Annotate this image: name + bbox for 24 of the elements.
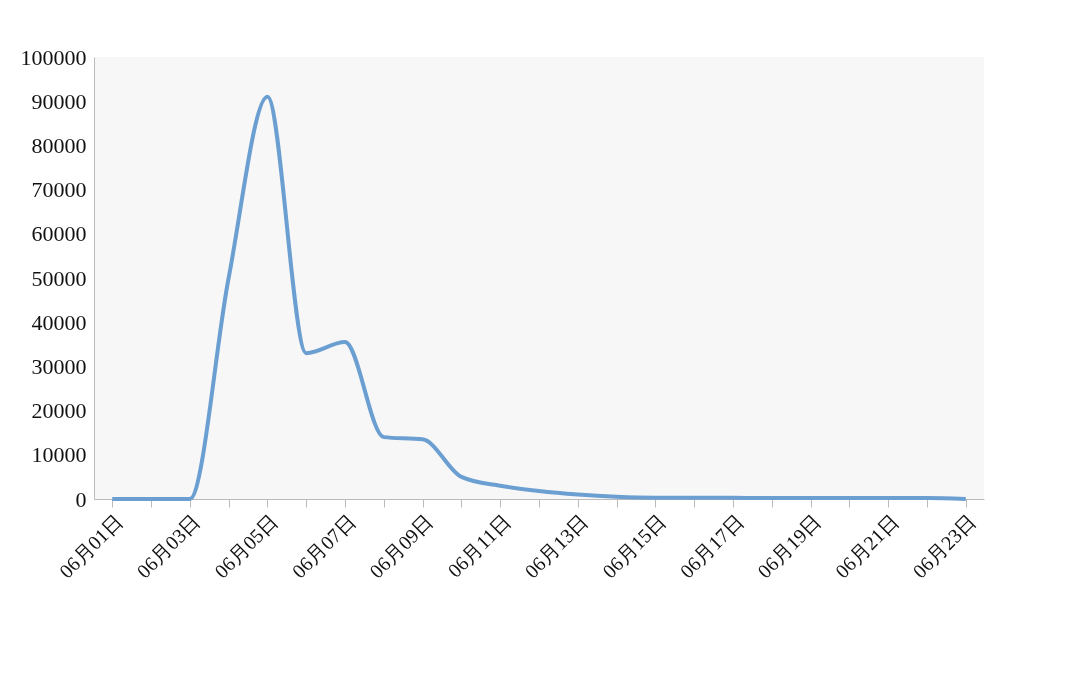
y-tick-label: 40000 bbox=[31, 309, 87, 335]
y-tick-label: 60000 bbox=[31, 221, 87, 247]
x-tick-label: 06月15日 bbox=[597, 510, 671, 583]
x-tick-label: 06月03日 bbox=[132, 510, 205, 583]
x-tick-label: 06月17日 bbox=[675, 510, 748, 583]
x-tick-label: 06月13日 bbox=[520, 510, 593, 583]
y-tick-label: 70000 bbox=[31, 177, 87, 203]
x-tick-label: 06月09日 bbox=[365, 510, 438, 583]
x-tick-label: 06月23日 bbox=[908, 510, 981, 583]
x-tick-label: 06月21日 bbox=[830, 510, 903, 583]
y-tick-label: 100000 bbox=[20, 44, 87, 70]
y-tick-label: 10000 bbox=[31, 442, 87, 468]
line-series bbox=[110, 94, 968, 501]
y-tick-label: 50000 bbox=[31, 265, 87, 291]
y-tick-label: 0 bbox=[75, 486, 87, 512]
x-tick-label: 06月01日 bbox=[54, 510, 127, 583]
y-tick-label: 30000 bbox=[31, 353, 87, 379]
y-tick-label: 20000 bbox=[31, 398, 87, 424]
x-tick-label: 06月11日 bbox=[443, 510, 515, 582]
y-tick-label: 80000 bbox=[31, 132, 87, 158]
x-tick-label: 06月05日 bbox=[209, 510, 283, 583]
x-tick-label: 06月07日 bbox=[287, 510, 360, 583]
x-tick-label: 06月19日 bbox=[753, 510, 826, 583]
y-tick-label: 90000 bbox=[31, 88, 87, 114]
